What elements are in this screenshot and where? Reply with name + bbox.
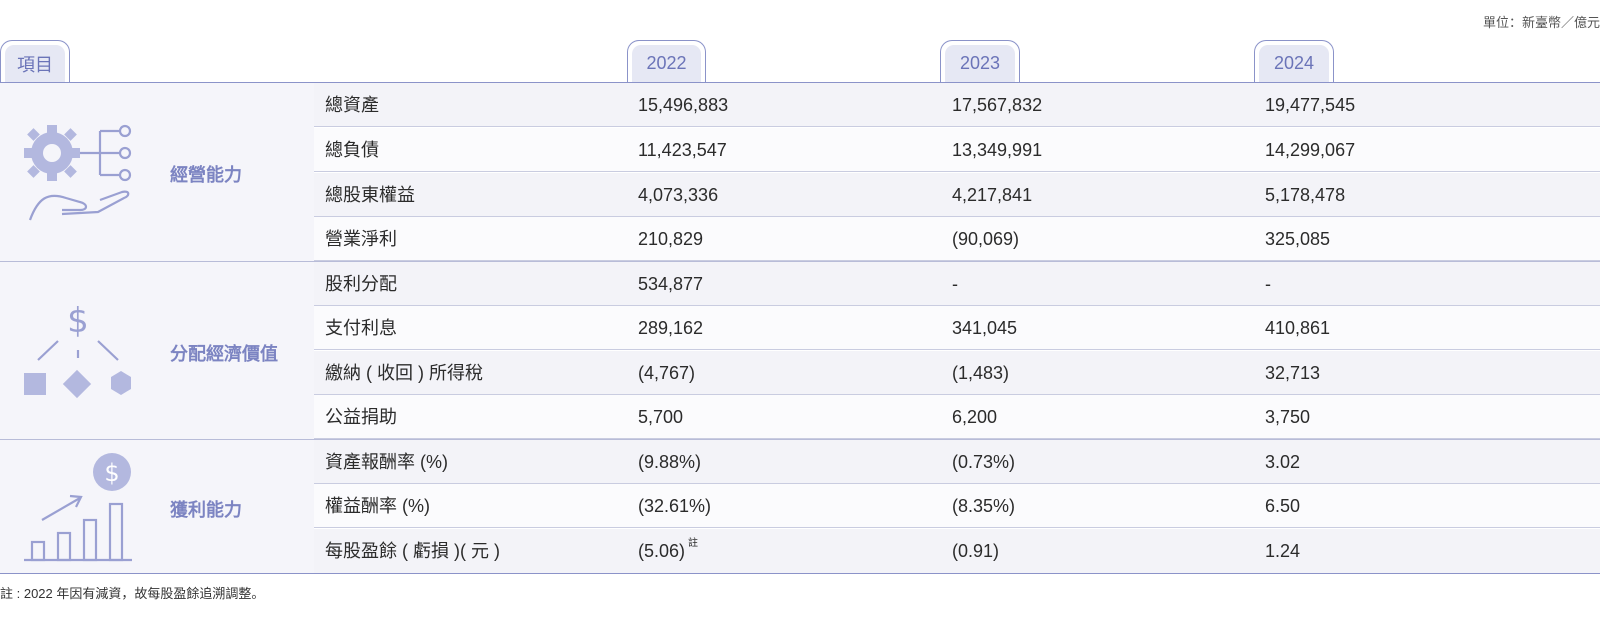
- row-label: 股利分配: [325, 274, 397, 294]
- svg-text:$: $: [104, 459, 119, 487]
- cell-2023: (90,069): [952, 229, 1020, 249]
- table-row: 股利分配 534,877 - -: [314, 262, 1600, 306]
- cell-2023: 4,217,841: [952, 185, 1033, 205]
- tab-item: 項目: [0, 40, 70, 82]
- cell-2024: 5,178,478: [1265, 185, 1346, 205]
- cell-2023: (1,483): [952, 363, 1010, 383]
- tab-item-label: 項目: [5, 45, 65, 82]
- cell-2024: 325,085: [1265, 229, 1331, 249]
- growth-chart-dollar-icon: $: [24, 453, 132, 562]
- cell-2022: 11,423,547: [638, 140, 727, 160]
- tab-year-label: 2024: [1259, 45, 1329, 82]
- group-divider: [0, 261, 1600, 262]
- row-label: 繳納 ( 收回 ) 所得稅: [325, 363, 483, 383]
- group-divider: [0, 439, 1600, 440]
- dollar-distribution-icon: $: [24, 301, 131, 399]
- cell-2022: 15,496,883: [638, 95, 729, 115]
- table-row: 營業淨利 210,829 (90,069) 325,085: [314, 217, 1600, 261]
- svg-text:$: $: [67, 301, 89, 341]
- cell-2023: (0.73%): [952, 452, 1016, 472]
- cell-2023: 341,045: [952, 318, 1018, 338]
- row-label: 營業淨利: [325, 229, 397, 249]
- cell-2024: -: [1265, 274, 1271, 294]
- tab-year-2023: 2023: [940, 40, 1020, 82]
- cell-2024: 3,750: [1265, 407, 1311, 427]
- cell-2022: 210,829: [638, 229, 704, 249]
- cell-2022: 534,877: [638, 274, 704, 294]
- row-label: 資產報酬率 (%): [325, 452, 448, 472]
- table-row: 每股盈餘 ( 虧損 )( 元 ) (5.06) 註 (0.91) 1.24: [314, 529, 1600, 573]
- table-row: 權益酬率 (%) (32.61%) (8.35%) 6.50: [314, 484, 1600, 528]
- cell-2023: 6,200: [952, 407, 998, 427]
- row-label: 權益酬率 (%): [325, 496, 430, 516]
- table-row: 總資產 15,496,883 17,567,832 19,477,545: [314, 83, 1600, 127]
- tab-year-2022: 2022: [627, 40, 706, 82]
- cell-value: (5.06): [638, 541, 686, 561]
- cell-2022: (5.06) 註: [638, 529, 698, 573]
- group-label: 獲利能力: [170, 500, 242, 520]
- table-row: 繳納 ( 收回 ) 所得稅 (4,767) (1,483) 32,713: [314, 351, 1600, 395]
- cell-2022: 4,073,336: [638, 185, 719, 205]
- table-row: 總負債 11,423,547 13,349,991 14,299,067: [314, 128, 1600, 172]
- cell-2022: 5,700: [638, 407, 684, 427]
- row-label: 公益捐助: [325, 407, 397, 427]
- row-label: 總股東權益: [325, 185, 415, 205]
- header-divider: [0, 82, 1600, 83]
- cell-2024: 1.24: [1265, 541, 1301, 561]
- cell-2022: (4,767): [638, 363, 696, 383]
- group-distributed-economic-value: $ 分配經濟價值: [0, 262, 314, 439]
- footnote: 註 : 2022 年因有減資，故每股盈餘追溯調整。: [0, 586, 265, 601]
- row-label: 總負債: [325, 140, 379, 160]
- row-label: 每股盈餘 ( 虧損 )( 元 ): [325, 541, 500, 561]
- group-label: 經營能力: [170, 165, 242, 185]
- footnote-marker: 註: [688, 538, 699, 549]
- group-label: 分配經濟價值: [170, 344, 278, 364]
- cell-2023: -: [952, 274, 958, 294]
- table-row: 公益捐助 5,700 6,200 3,750: [314, 395, 1600, 439]
- table-bottom-border: [0, 573, 1600, 574]
- cell-2024: 32,713: [1265, 363, 1321, 383]
- row-label: 支付利息: [325, 318, 397, 338]
- cell-2023: 17,567,832: [952, 95, 1043, 115]
- table-row: 支付利息 289,162 341,045 410,861: [314, 306, 1600, 350]
- cell-2024: 6.50: [1265, 496, 1301, 516]
- cell-2022: (9.88%): [638, 452, 702, 472]
- cell-2024: 19,477,545: [1265, 95, 1356, 115]
- table-row: 總股東權益 4,073,336 4,217,841 5,178,478: [314, 173, 1600, 217]
- tab-year-label: 2023: [945, 45, 1015, 82]
- tab-year-2024: 2024: [1254, 40, 1334, 82]
- group-operating-capability: 經營能力: [0, 83, 314, 261]
- cell-2023: (0.91): [952, 541, 1000, 561]
- cell-2022: 289,162: [638, 318, 704, 338]
- gear-hand-network-icon: [24, 124, 132, 221]
- group-profitability: $ 獲利能力: [0, 440, 314, 573]
- row-label: 總資產: [325, 95, 379, 115]
- table-row: 資產報酬率 (%) (9.88%) (0.73%) 3.02: [314, 440, 1600, 484]
- cell-2023: 13,349,991: [952, 140, 1043, 160]
- cell-2024: 3.02: [1265, 452, 1301, 472]
- cell-2022: (32.61%): [638, 496, 712, 516]
- cell-2024: 14,299,067: [1265, 140, 1356, 160]
- cell-2024: 410,861: [1265, 318, 1331, 338]
- cell-2023: (8.35%): [952, 496, 1016, 516]
- unit-label: 單位：新臺幣／億元: [1482, 15, 1600, 30]
- tab-year-label: 2022: [632, 45, 701, 82]
